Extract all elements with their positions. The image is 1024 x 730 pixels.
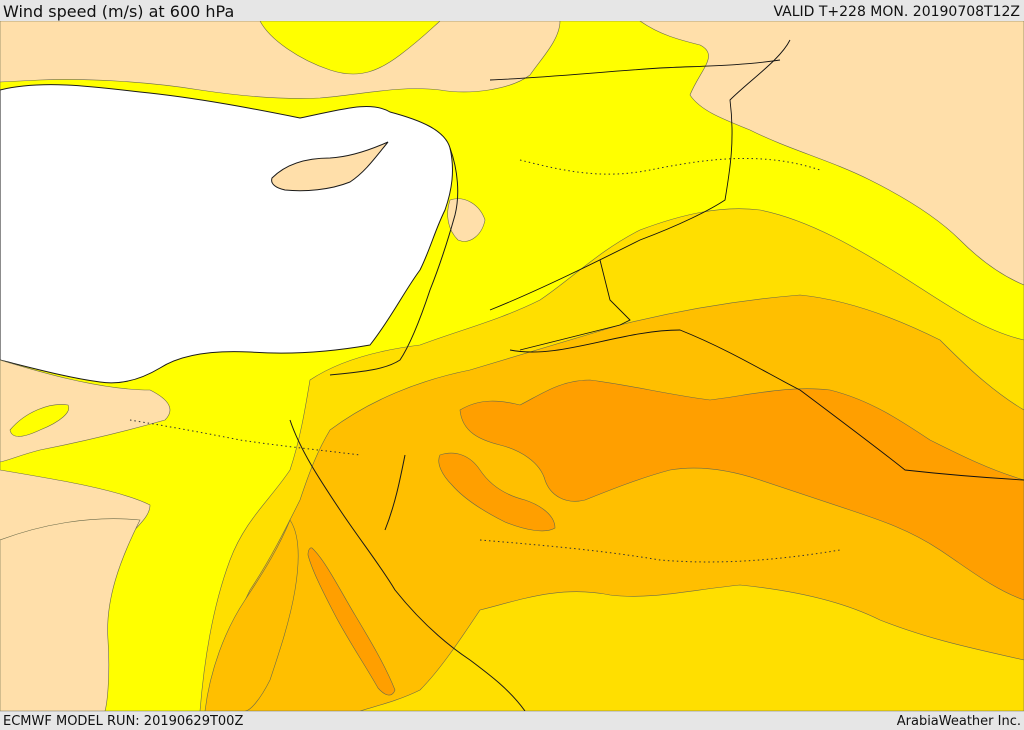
model-run-label: ECMWF MODEL RUN: 20190629T00Z: [3, 714, 244, 729]
wind-patch-yellow-egypt: [9, 404, 70, 437]
coastline-levant: [329, 147, 459, 376]
border-syria-interior-dotted: [519, 157, 821, 175]
border-iraq-saudi: [509, 329, 1024, 481]
calm-pocket-levant: [447, 198, 486, 242]
calm-pocket-northeast: [639, 21, 1024, 286]
island-cyprus: [271, 141, 389, 192]
wind-band-4-jordan: [438, 452, 556, 532]
valid-time: VALID T+228 MON. 20190708T12Z: [773, 4, 1020, 20]
border-syria-iraq: [489, 39, 791, 311]
wind-speed-map: [0, 21, 1024, 711]
wind-band-4-redsea: [307, 547, 396, 696]
header-bar: Wind speed (m/s) at 600 hPa VALID T+228 …: [0, 0, 1024, 22]
credit-label: ArabiaWeather Inc.: [896, 714, 1021, 729]
border-jordan: [519, 259, 631, 351]
coastline-redsea: [289, 419, 526, 711]
wind-band-4-southwest: [204, 519, 299, 711]
calm-pocket-egypt: [0, 359, 171, 463]
border-turkey-syria: [489, 59, 781, 81]
border-saudi-interior-dotted: [479, 539, 841, 563]
coastline-gulf-aqaba: [384, 454, 406, 531]
calm-pocket-libya-south: [0, 518, 141, 711]
map-title: Wind speed (m/s) at 600 hPa: [3, 2, 235, 21]
calm-pocket-anatolia: [0, 21, 561, 99]
wind-band-4-core: [459, 379, 1024, 601]
footer-bar: ECMWF MODEL RUN: 20190629T00Z ArabiaWeat…: [0, 711, 1024, 730]
